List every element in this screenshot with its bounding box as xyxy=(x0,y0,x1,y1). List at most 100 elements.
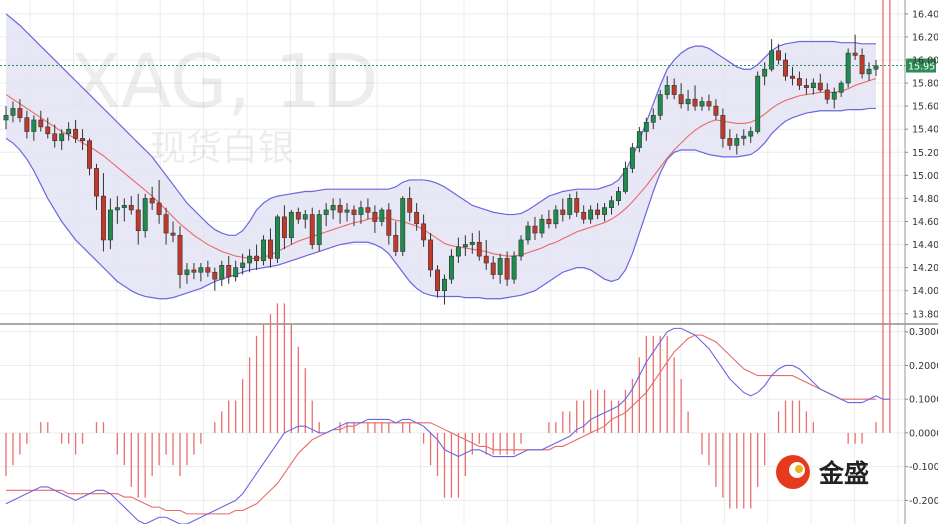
moving-average-line xyxy=(5,77,877,259)
candle xyxy=(755,71,761,134)
price-tick-label: 14.600 xyxy=(912,217,938,228)
candle xyxy=(268,228,273,268)
candle-body xyxy=(525,225,531,241)
candle xyxy=(699,96,705,111)
candle-body xyxy=(776,50,782,61)
candle xyxy=(372,205,378,234)
candle xyxy=(163,207,169,245)
candle-body xyxy=(393,235,399,252)
candle xyxy=(379,207,385,227)
candle xyxy=(643,117,649,141)
candle xyxy=(588,205,594,224)
candle-body xyxy=(748,131,754,137)
candle xyxy=(38,110,44,132)
candle-body xyxy=(10,108,16,116)
candle-body xyxy=(107,209,113,241)
candle xyxy=(790,66,795,86)
candle xyxy=(128,196,134,215)
candle-body xyxy=(205,267,211,273)
candle xyxy=(469,233,475,254)
candle-body xyxy=(609,200,614,208)
candle xyxy=(574,191,580,217)
price-tick-label: 14.200 xyxy=(912,263,938,274)
candle xyxy=(226,256,232,284)
candle-body xyxy=(866,68,872,75)
candle xyxy=(295,207,301,224)
candle-body xyxy=(261,239,266,262)
candle-body xyxy=(873,65,879,70)
candle-body xyxy=(3,115,9,121)
candle-body xyxy=(629,147,635,169)
candle xyxy=(344,203,350,222)
candle-body xyxy=(727,138,733,146)
candle xyxy=(581,205,587,224)
candle-body xyxy=(803,85,809,88)
candle xyxy=(685,89,691,111)
candle xyxy=(330,198,336,220)
price-tick-label: 15.600 xyxy=(912,102,938,113)
candle xyxy=(274,214,280,264)
candle-body xyxy=(17,108,23,118)
candle xyxy=(796,71,802,90)
candle-body xyxy=(504,258,510,280)
candle-body xyxy=(845,52,851,84)
candle xyxy=(713,99,719,120)
candle xyxy=(24,110,30,139)
price-tick-label: 15.400 xyxy=(912,125,938,136)
candle xyxy=(803,78,809,95)
candle xyxy=(859,48,865,79)
candle-body xyxy=(421,223,427,241)
candle-body xyxy=(435,269,440,291)
price-tick-label: 16.000 xyxy=(912,55,938,66)
candle-body xyxy=(755,75,761,132)
candle-body xyxy=(476,241,482,257)
candle xyxy=(539,214,545,238)
candle-body xyxy=(31,119,37,132)
candle-body xyxy=(351,209,357,215)
candle xyxy=(281,205,287,250)
candle-body xyxy=(184,269,190,275)
price-tick-label: 16.400 xyxy=(912,9,938,20)
candle-body xyxy=(114,207,120,211)
bollinger-bands xyxy=(5,13,876,300)
candle-body xyxy=(720,115,726,139)
candle-body xyxy=(414,211,420,225)
last-price-badge xyxy=(906,58,936,73)
candle-body xyxy=(490,262,496,275)
candle-body xyxy=(706,101,712,107)
candle-body xyxy=(560,209,566,215)
candle xyxy=(734,133,740,155)
candle-body xyxy=(448,255,454,280)
brand-logo-icon-dot xyxy=(795,465,803,473)
candle-body xyxy=(657,94,663,116)
candle xyxy=(435,265,440,298)
candle-body xyxy=(45,126,51,135)
candle-body xyxy=(407,198,413,213)
candle xyxy=(10,101,16,123)
candle-body xyxy=(386,209,392,236)
candle xyxy=(741,129,747,146)
candle xyxy=(421,214,427,247)
macd-tick-label: 0.0000 xyxy=(909,428,938,439)
candle-body xyxy=(650,115,656,123)
candle xyxy=(142,193,148,238)
candle-body xyxy=(128,205,134,211)
candle xyxy=(59,129,65,150)
candle-body xyxy=(309,214,315,245)
candle-body xyxy=(254,255,260,262)
candle-body xyxy=(121,205,127,208)
candle xyxy=(80,129,86,150)
candle xyxy=(518,235,524,261)
candle-body xyxy=(699,101,705,107)
candle-body xyxy=(567,198,573,215)
candle xyxy=(595,203,601,220)
candle-body xyxy=(796,78,802,86)
candle-body xyxy=(372,211,378,222)
candle-body xyxy=(337,205,343,213)
candle-body xyxy=(177,235,183,275)
candle xyxy=(720,108,726,148)
candle xyxy=(233,260,239,282)
